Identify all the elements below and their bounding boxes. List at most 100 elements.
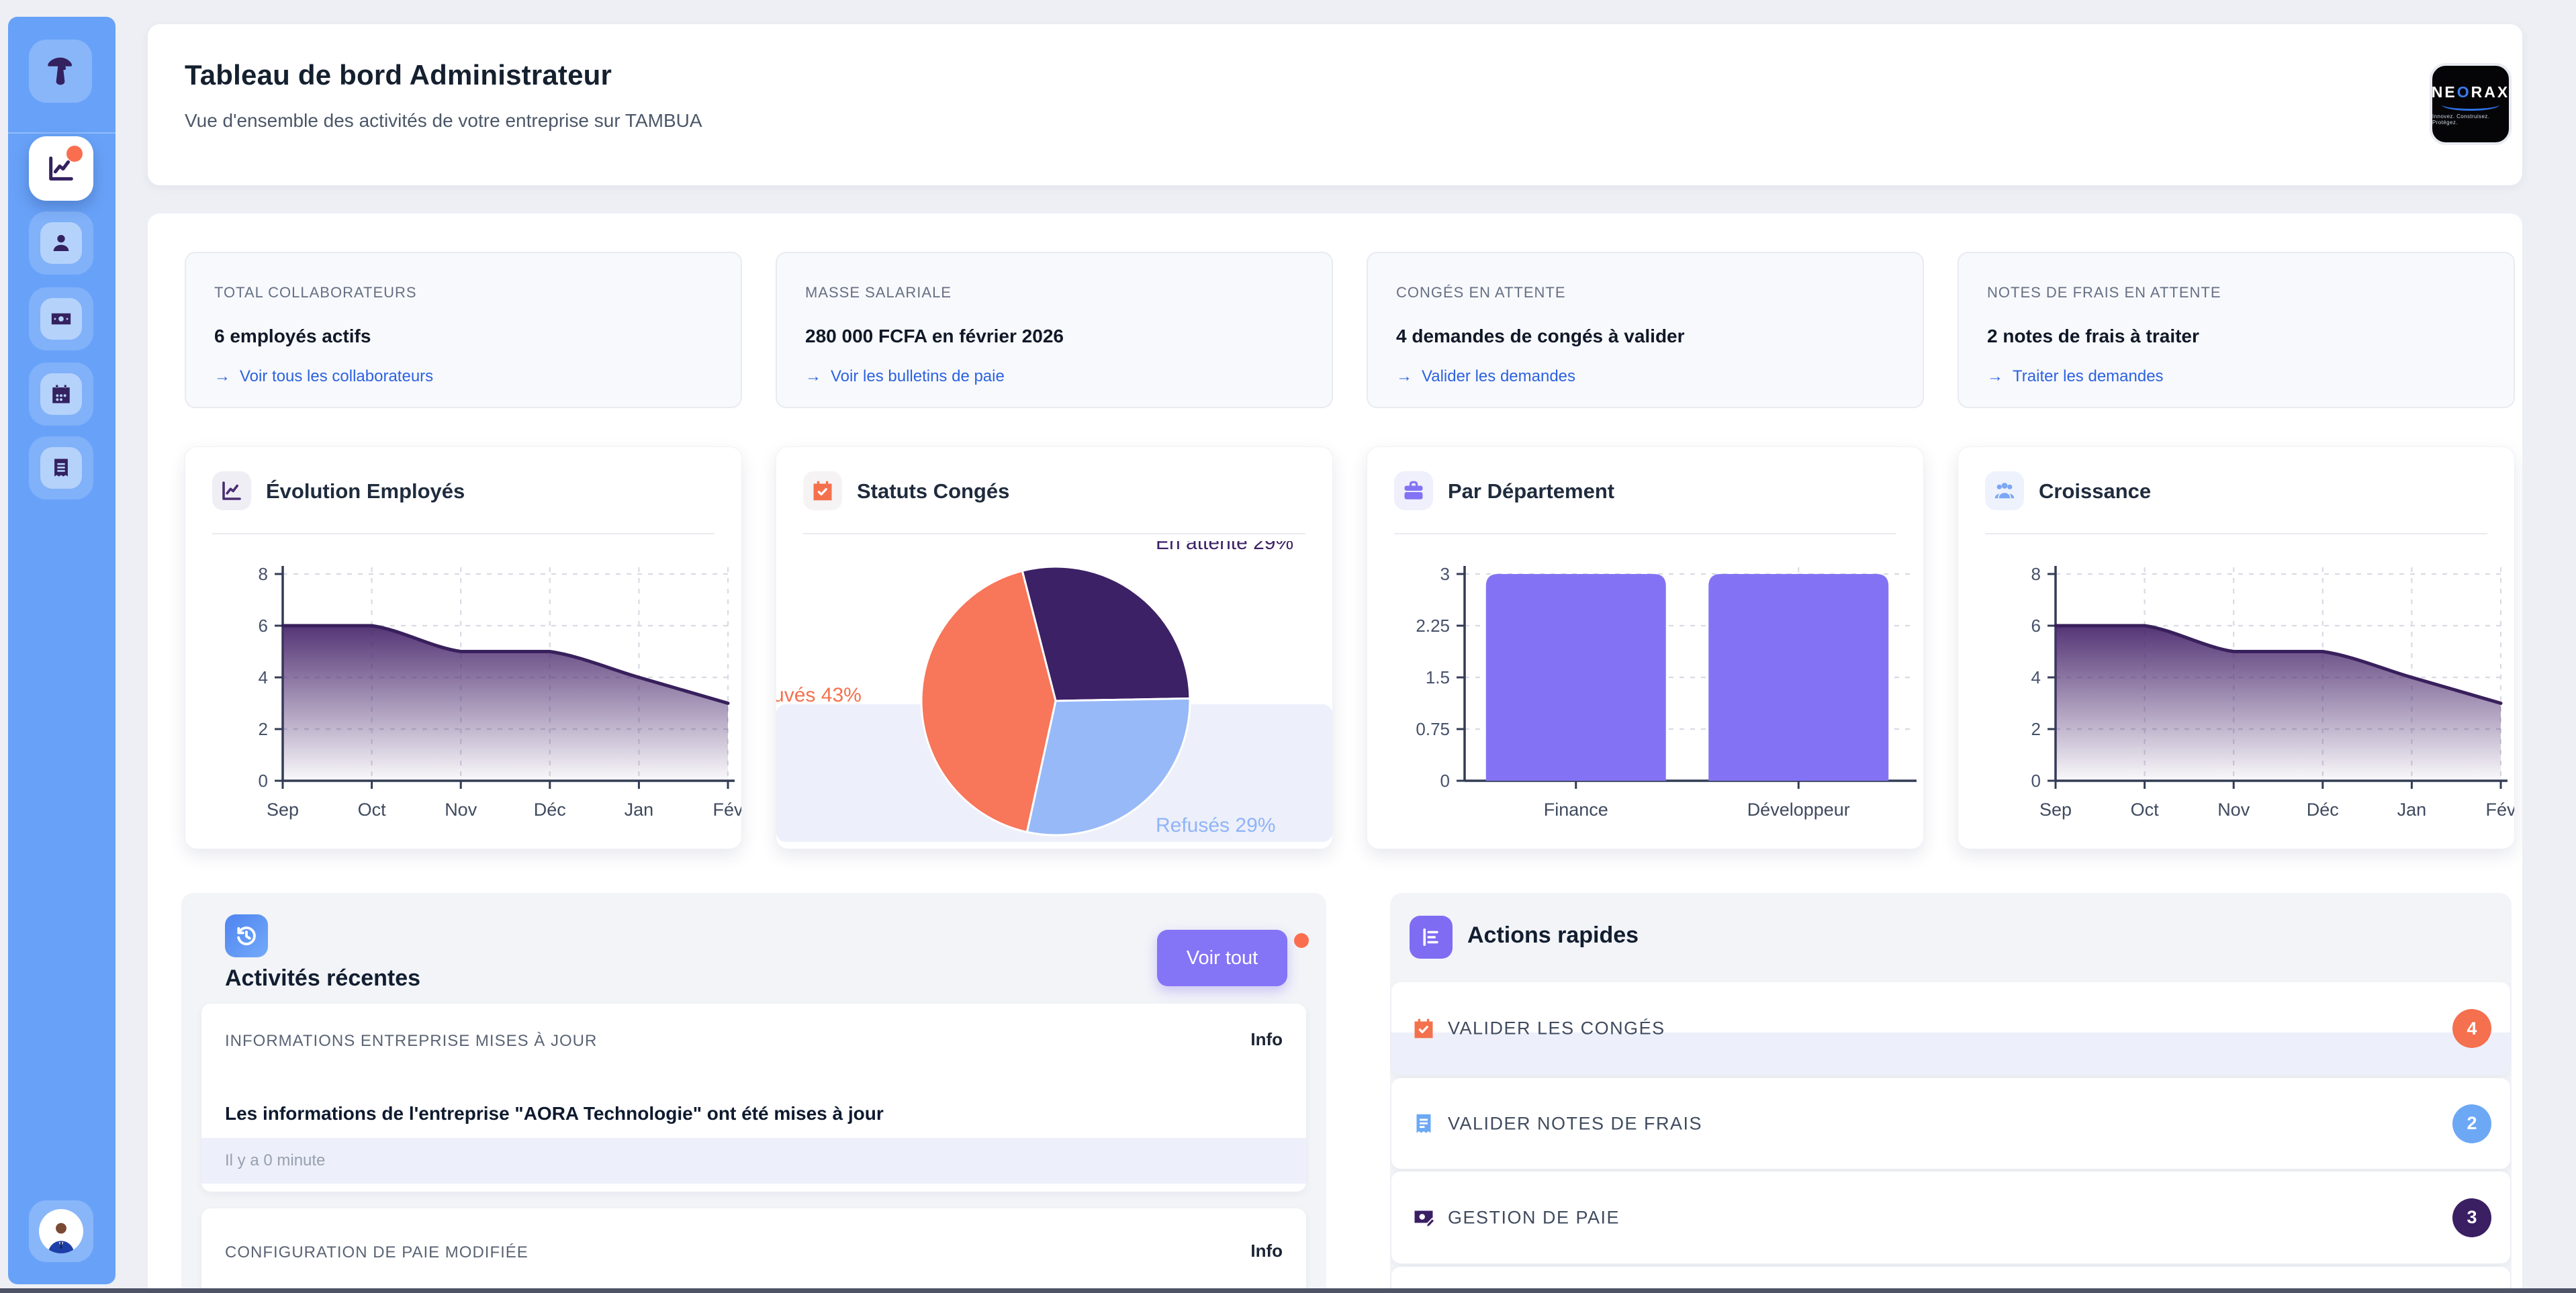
svg-text:4: 4 xyxy=(2031,667,2041,687)
bar-chart-departement: 0 0.75 1.5 2.25 3 Finance Développeur xyxy=(1367,541,1923,849)
view-all-button[interactable]: Voir tout xyxy=(1157,930,1287,986)
user-icon xyxy=(40,222,82,264)
sidebar-item-payroll[interactable] xyxy=(29,287,93,350)
chart-line-icon xyxy=(49,156,73,181)
pie-chart-statuts-conges: En attente 29% Refusés 29% Approuvés 43% xyxy=(776,541,1332,849)
chart-card-evolution-employes: Évolution Employés 0 2 4 6 8 Sep Oct Nov Déc Jan F… xyxy=(185,446,742,849)
svg-text:8: 8 xyxy=(2031,564,2041,584)
arrow-right-icon: → xyxy=(805,367,821,385)
action-gestion-de-paie[interactable]: GESTION DE PAIE 3 xyxy=(1391,1171,2510,1263)
tambua-logo-icon xyxy=(29,40,92,103)
stat-link-bulletins[interactable]: → Voir les bulletins de paie xyxy=(805,367,1005,385)
neorax-logo: NEORAX Innovez. Construisez. Protégez. xyxy=(2430,63,2512,145)
svg-text:Déc: Déc xyxy=(534,800,566,820)
divider xyxy=(1394,533,1896,534)
stat-link-traiter-demandes[interactable]: → Traiter les demandes xyxy=(1987,367,2164,385)
svg-text:2: 2 xyxy=(259,719,268,739)
svg-text:Nov: Nov xyxy=(2217,800,2250,820)
chart-title: Évolution Employés xyxy=(266,479,465,503)
svg-text:0: 0 xyxy=(2031,771,2041,791)
action-valider-notes-frais[interactable]: VALIDER NOTES DE FRAIS 2 xyxy=(1391,1078,2510,1169)
arrow-right-icon: → xyxy=(214,367,230,385)
notification-dot xyxy=(1294,933,1309,948)
svg-text:Jan: Jan xyxy=(2397,800,2427,820)
area-chart-croissance: 0 2 4 6 8 Sep Oct Nov Déc Jan Fév xyxy=(1958,541,2514,849)
svg-text:2.25: 2.25 xyxy=(1416,616,1450,636)
list-icon xyxy=(1410,916,1453,959)
action-label: VALIDER NOTES DE FRAIS xyxy=(1448,1113,1703,1133)
arrow-right-icon: → xyxy=(1396,367,1412,385)
horizontal-scrollbar[interactable] xyxy=(0,1288,2576,1293)
svg-text:6: 6 xyxy=(259,616,268,636)
svg-text:Fév: Fév xyxy=(712,800,741,820)
notification-dot xyxy=(66,146,83,162)
svg-text:Finance: Finance xyxy=(1544,800,1608,820)
stat-card-masse-salariale: MASSE SALARIALE 280 000 FCFA en février … xyxy=(776,252,1333,408)
stat-link-valider-demandes[interactable]: → Valider les demandes xyxy=(1396,367,1576,385)
sidebar-item-leaves[interactable] xyxy=(29,363,93,426)
user-avatar[interactable] xyxy=(29,1200,93,1262)
svg-text:2: 2 xyxy=(2031,719,2041,739)
briefcase-icon xyxy=(1394,471,1433,510)
svg-text:4: 4 xyxy=(259,667,268,687)
sidebar-item-employees[interactable] xyxy=(29,211,93,275)
sidebar-item-expenses[interactable] xyxy=(29,436,93,499)
neorax-brand-text: NEORAX xyxy=(2431,83,2510,101)
svg-text:Fév: Fév xyxy=(2485,800,2514,820)
calendar-check-icon xyxy=(1412,1016,1436,1041)
svg-text:0: 0 xyxy=(259,771,268,791)
svg-text:Nov: Nov xyxy=(445,800,477,820)
section-title-actions: Actions rapides xyxy=(1467,922,1639,948)
page-title: Tableau de bord Administrateur xyxy=(185,59,612,91)
stat-value: 280 000 FCFA en février 2026 xyxy=(805,326,1064,346)
stat-link-collaborateurs[interactable]: → Voir tous les collaborateurs xyxy=(214,367,434,385)
avatar-photo xyxy=(39,1209,83,1253)
main-content: TOTAL COLLABORATEURS 6 employés actifs →… xyxy=(148,213,2522,1293)
svg-text:Sep: Sep xyxy=(267,800,299,820)
svg-text:Développeur: Développeur xyxy=(1747,800,1850,820)
divider xyxy=(1985,533,2487,534)
pie-label-refuses: Refusés 29% xyxy=(1156,814,1276,836)
action-valider-conges[interactable]: VALIDER LES CONGÉS 4 xyxy=(1391,982,2510,1075)
svg-text:Oct: Oct xyxy=(358,800,387,820)
receipt-icon xyxy=(40,447,82,489)
svg-text:8: 8 xyxy=(259,564,268,584)
recent-activities-panel: Activités récentes Voir tout INFORMATION… xyxy=(181,893,1326,1293)
chart-card-croissance: Croissance 0 2 4 6 8 Sep Oct Nov Déc Jan Fév xyxy=(1958,446,2515,849)
chart-card-par-departement: Par Département 0 0.75 1.5 2.25 3 Finance Déve… xyxy=(1367,446,1924,849)
count-badge: 3 xyxy=(2452,1198,2491,1237)
banknote-icon xyxy=(40,298,82,340)
svg-text:6: 6 xyxy=(2031,616,2041,636)
page-subtitle: Vue d'ensemble des activités de votre en… xyxy=(185,110,702,131)
activity-time-band: Il y a 0 minute xyxy=(201,1138,1306,1184)
stat-label: NOTES DE FRAIS EN ATTENTE xyxy=(1987,284,2221,301)
chart-title: Par Département xyxy=(1448,479,1615,503)
stat-value: 4 demandes de congés à valider xyxy=(1396,326,1685,346)
activity-time: Il y a 0 minute xyxy=(225,1151,326,1169)
svg-text:1.5: 1.5 xyxy=(1426,667,1450,687)
quick-actions-panel: Actions rapides VALIDER LES CONGÉS 4 VAL… xyxy=(1390,893,2512,1293)
page-header: Tableau de bord Administrateur Vue d'ens… xyxy=(148,24,2522,185)
count-badge: 4 xyxy=(2452,1009,2491,1048)
calendar-icon xyxy=(40,373,82,415)
sidebar-item-dashboard-active[interactable] xyxy=(29,136,93,201)
stat-value: 2 notes de frais à traiter xyxy=(1987,326,2199,346)
action-label: VALIDER LES CONGÉS xyxy=(1448,1018,1665,1039)
svg-text:Oct: Oct xyxy=(2131,800,2160,820)
activity-item[interactable]: CONFIGURATION DE PAIE MODIFIÉE Info xyxy=(201,1208,1306,1293)
pie-label-approuves: Approuvés 43% xyxy=(776,684,862,706)
sidebar xyxy=(8,17,116,1284)
chart-line-icon xyxy=(212,471,251,510)
stat-label: CONGÉS EN ATTENTE xyxy=(1396,284,1566,301)
divider xyxy=(803,533,1305,534)
divider xyxy=(212,533,715,534)
section-title-activites: Activités récentes xyxy=(225,965,421,991)
svg-text:Déc: Déc xyxy=(2307,800,2339,820)
receipt-icon xyxy=(1412,1112,1436,1136)
svg-text:0.75: 0.75 xyxy=(1416,719,1450,739)
svg-text:Sep: Sep xyxy=(2039,800,2072,820)
activity-body: Les informations de l'entreprise "AORA T… xyxy=(225,1103,884,1124)
stat-label: TOTAL COLLABORATEURS xyxy=(214,284,417,301)
activity-item[interactable]: INFORMATIONS ENTREPRISE MISES À JOUR Inf… xyxy=(201,1004,1306,1192)
